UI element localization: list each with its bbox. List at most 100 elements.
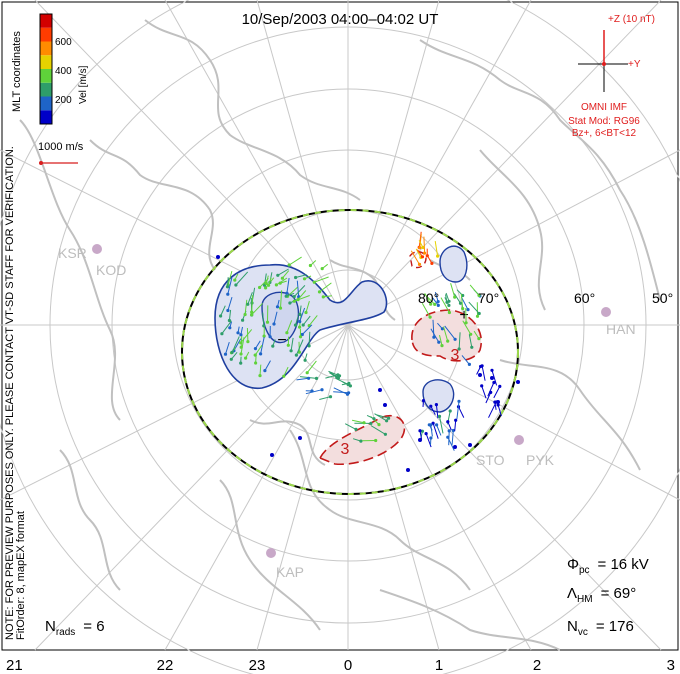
velocity-vector bbox=[451, 430, 454, 445]
mlt-label-0: 0 bbox=[344, 657, 352, 674]
potential-minimum-marker: − bbox=[277, 332, 286, 349]
positive-potential-cell-night bbox=[318, 415, 406, 466]
velocity-vector bbox=[443, 326, 449, 342]
mlt-label-23: 23 bbox=[249, 657, 266, 674]
velocity-vector bbox=[272, 339, 276, 347]
velocity-vector bbox=[487, 382, 495, 397]
vector-origin bbox=[468, 443, 472, 447]
potential-maximum-marker: + bbox=[459, 307, 468, 324]
velocity-vector bbox=[240, 326, 243, 335]
velocity-vector bbox=[460, 294, 464, 309]
lat-label-60: 60° bbox=[574, 290, 595, 306]
velocity-vector bbox=[240, 334, 243, 348]
lat-label-70: 70° bbox=[478, 290, 499, 306]
velocity-vector bbox=[423, 236, 426, 254]
velocity-vector bbox=[314, 276, 329, 283]
velocity-vector bbox=[254, 340, 261, 349]
lat-label-50: 50° bbox=[652, 290, 673, 306]
velocity-vector bbox=[468, 301, 480, 314]
phi-symbol: Φ bbox=[567, 556, 579, 573]
velocity-vectors bbox=[216, 231, 520, 472]
velocity-vector bbox=[264, 360, 271, 371]
velocity-vector bbox=[329, 371, 339, 379]
map-title: 10/Sep/2003 04:00–04:02 UT bbox=[242, 11, 439, 28]
velocity-vector bbox=[333, 387, 348, 395]
mlt-label-22: 22 bbox=[157, 657, 174, 674]
velocity-vector bbox=[251, 302, 263, 316]
velocity-vector bbox=[299, 305, 302, 315]
imf-condition: Bz+, 6<BT<12 bbox=[572, 128, 637, 139]
velocity-vector bbox=[255, 352, 257, 364]
velocity-vector bbox=[227, 277, 229, 287]
nrads-subscript: rads bbox=[56, 627, 75, 638]
velocity-vector bbox=[430, 424, 433, 437]
velocity-vector bbox=[268, 277, 272, 286]
imf-dial bbox=[578, 30, 628, 92]
vector-origin bbox=[406, 468, 410, 472]
scale-vector-label: 1000 m/s bbox=[38, 141, 84, 153]
negative-contour-label: 3 bbox=[341, 441, 350, 458]
station-label-sto: STO bbox=[476, 452, 505, 468]
velocity-vector bbox=[245, 351, 250, 359]
velocity-vector bbox=[432, 297, 439, 306]
velocity-vector bbox=[319, 396, 331, 400]
vector-origin bbox=[378, 388, 382, 392]
svg-text:Φpc= 16 kV: Φpc = 16 kV bbox=[567, 556, 649, 576]
velocity-vector bbox=[434, 291, 439, 302]
velocity-vector bbox=[251, 295, 254, 313]
velocity-vector bbox=[227, 270, 233, 285]
colorbar-block bbox=[40, 14, 52, 28]
velocity-vector bbox=[295, 274, 307, 278]
colorbar-tick-400: 400 bbox=[55, 66, 72, 77]
colorbar-block bbox=[40, 69, 52, 83]
velocity-vector bbox=[323, 295, 332, 298]
velocity-vector bbox=[342, 381, 351, 387]
mlt-label-21: 21 bbox=[6, 657, 23, 674]
station-label-ksr: KSR bbox=[58, 245, 87, 261]
velocity-vector bbox=[436, 424, 442, 436]
colorbar-block bbox=[40, 27, 52, 42]
velocity-vector bbox=[461, 355, 470, 365]
velocity-vector bbox=[374, 413, 387, 422]
plot-frame bbox=[1, 1, 679, 651]
velocity-vector bbox=[473, 330, 480, 339]
velocity-vector bbox=[220, 305, 226, 317]
velocity-vector bbox=[297, 290, 307, 300]
velocity-vector bbox=[329, 372, 338, 378]
velocity-vector bbox=[296, 280, 300, 297]
vector-origin bbox=[478, 373, 482, 377]
velocity-vector bbox=[265, 275, 269, 284]
velocity-vector bbox=[376, 414, 389, 419]
velocity-vector bbox=[494, 402, 497, 410]
velocity-vector bbox=[432, 423, 439, 439]
colorbar-block bbox=[40, 96, 52, 111]
coastlines bbox=[19, 19, 661, 651]
lat-label-80: 80° bbox=[418, 290, 439, 306]
coordinate-system-label: MLT coordinates bbox=[11, 31, 23, 112]
nvc-value: = 176 bbox=[596, 618, 634, 635]
velocity-vector bbox=[280, 280, 287, 284]
velocity-vector bbox=[428, 424, 433, 431]
velocity-vector bbox=[458, 332, 461, 350]
velocity-vector bbox=[280, 290, 283, 309]
colorbar-frame bbox=[39, 13, 53, 125]
velocity-vector bbox=[352, 419, 365, 424]
velocity-vector bbox=[419, 233, 422, 248]
station-marker-pyk bbox=[514, 435, 524, 445]
stat-model: Stat Mod: RG96 bbox=[568, 116, 640, 127]
velocity-vector bbox=[476, 366, 482, 375]
mlt-label-1: 1 bbox=[435, 657, 443, 674]
velocity-vector bbox=[333, 391, 349, 394]
colorbar-block bbox=[40, 82, 52, 97]
velocity-vector bbox=[450, 283, 456, 298]
velocity-vector bbox=[447, 421, 452, 431]
radar-count: Nrads = 6 bbox=[45, 618, 105, 638]
station-marker-han bbox=[601, 307, 611, 317]
velocity-vector bbox=[453, 293, 461, 304]
velocity-vector bbox=[305, 389, 323, 395]
velocity-vector bbox=[229, 321, 232, 328]
negative-potential-core bbox=[261, 291, 300, 344]
velocity-vector bbox=[230, 351, 238, 360]
velocity-vector bbox=[415, 248, 422, 258]
